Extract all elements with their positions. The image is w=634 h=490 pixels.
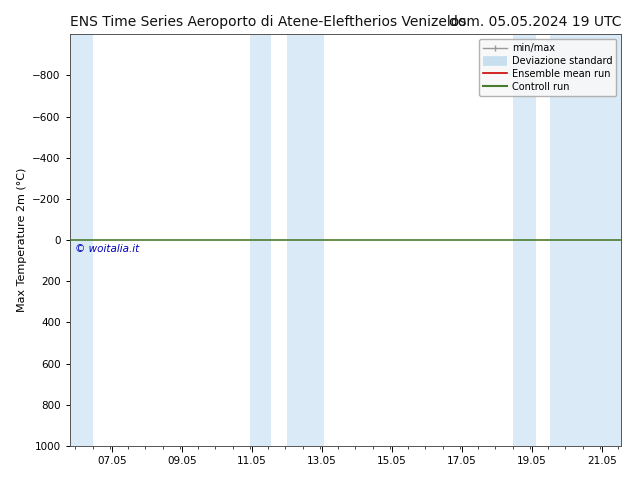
Bar — [550, 34, 621, 446]
Text: dom. 05.05.2024 19 UTC: dom. 05.05.2024 19 UTC — [449, 15, 621, 29]
Y-axis label: Max Temperature 2m (°C): Max Temperature 2m (°C) — [16, 168, 27, 312]
Text: © woitalia.it: © woitalia.it — [75, 245, 139, 254]
Bar — [513, 34, 536, 446]
Bar — [70, 34, 93, 446]
Bar — [250, 34, 271, 446]
Legend: min/max, Deviazione standard, Ensemble mean run, Controll run: min/max, Deviazione standard, Ensemble m… — [479, 39, 616, 96]
Text: ENS Time Series Aeroporto di Atene-Eleftherios Venizelos: ENS Time Series Aeroporto di Atene-Eleft… — [70, 15, 466, 29]
Bar — [287, 34, 323, 446]
